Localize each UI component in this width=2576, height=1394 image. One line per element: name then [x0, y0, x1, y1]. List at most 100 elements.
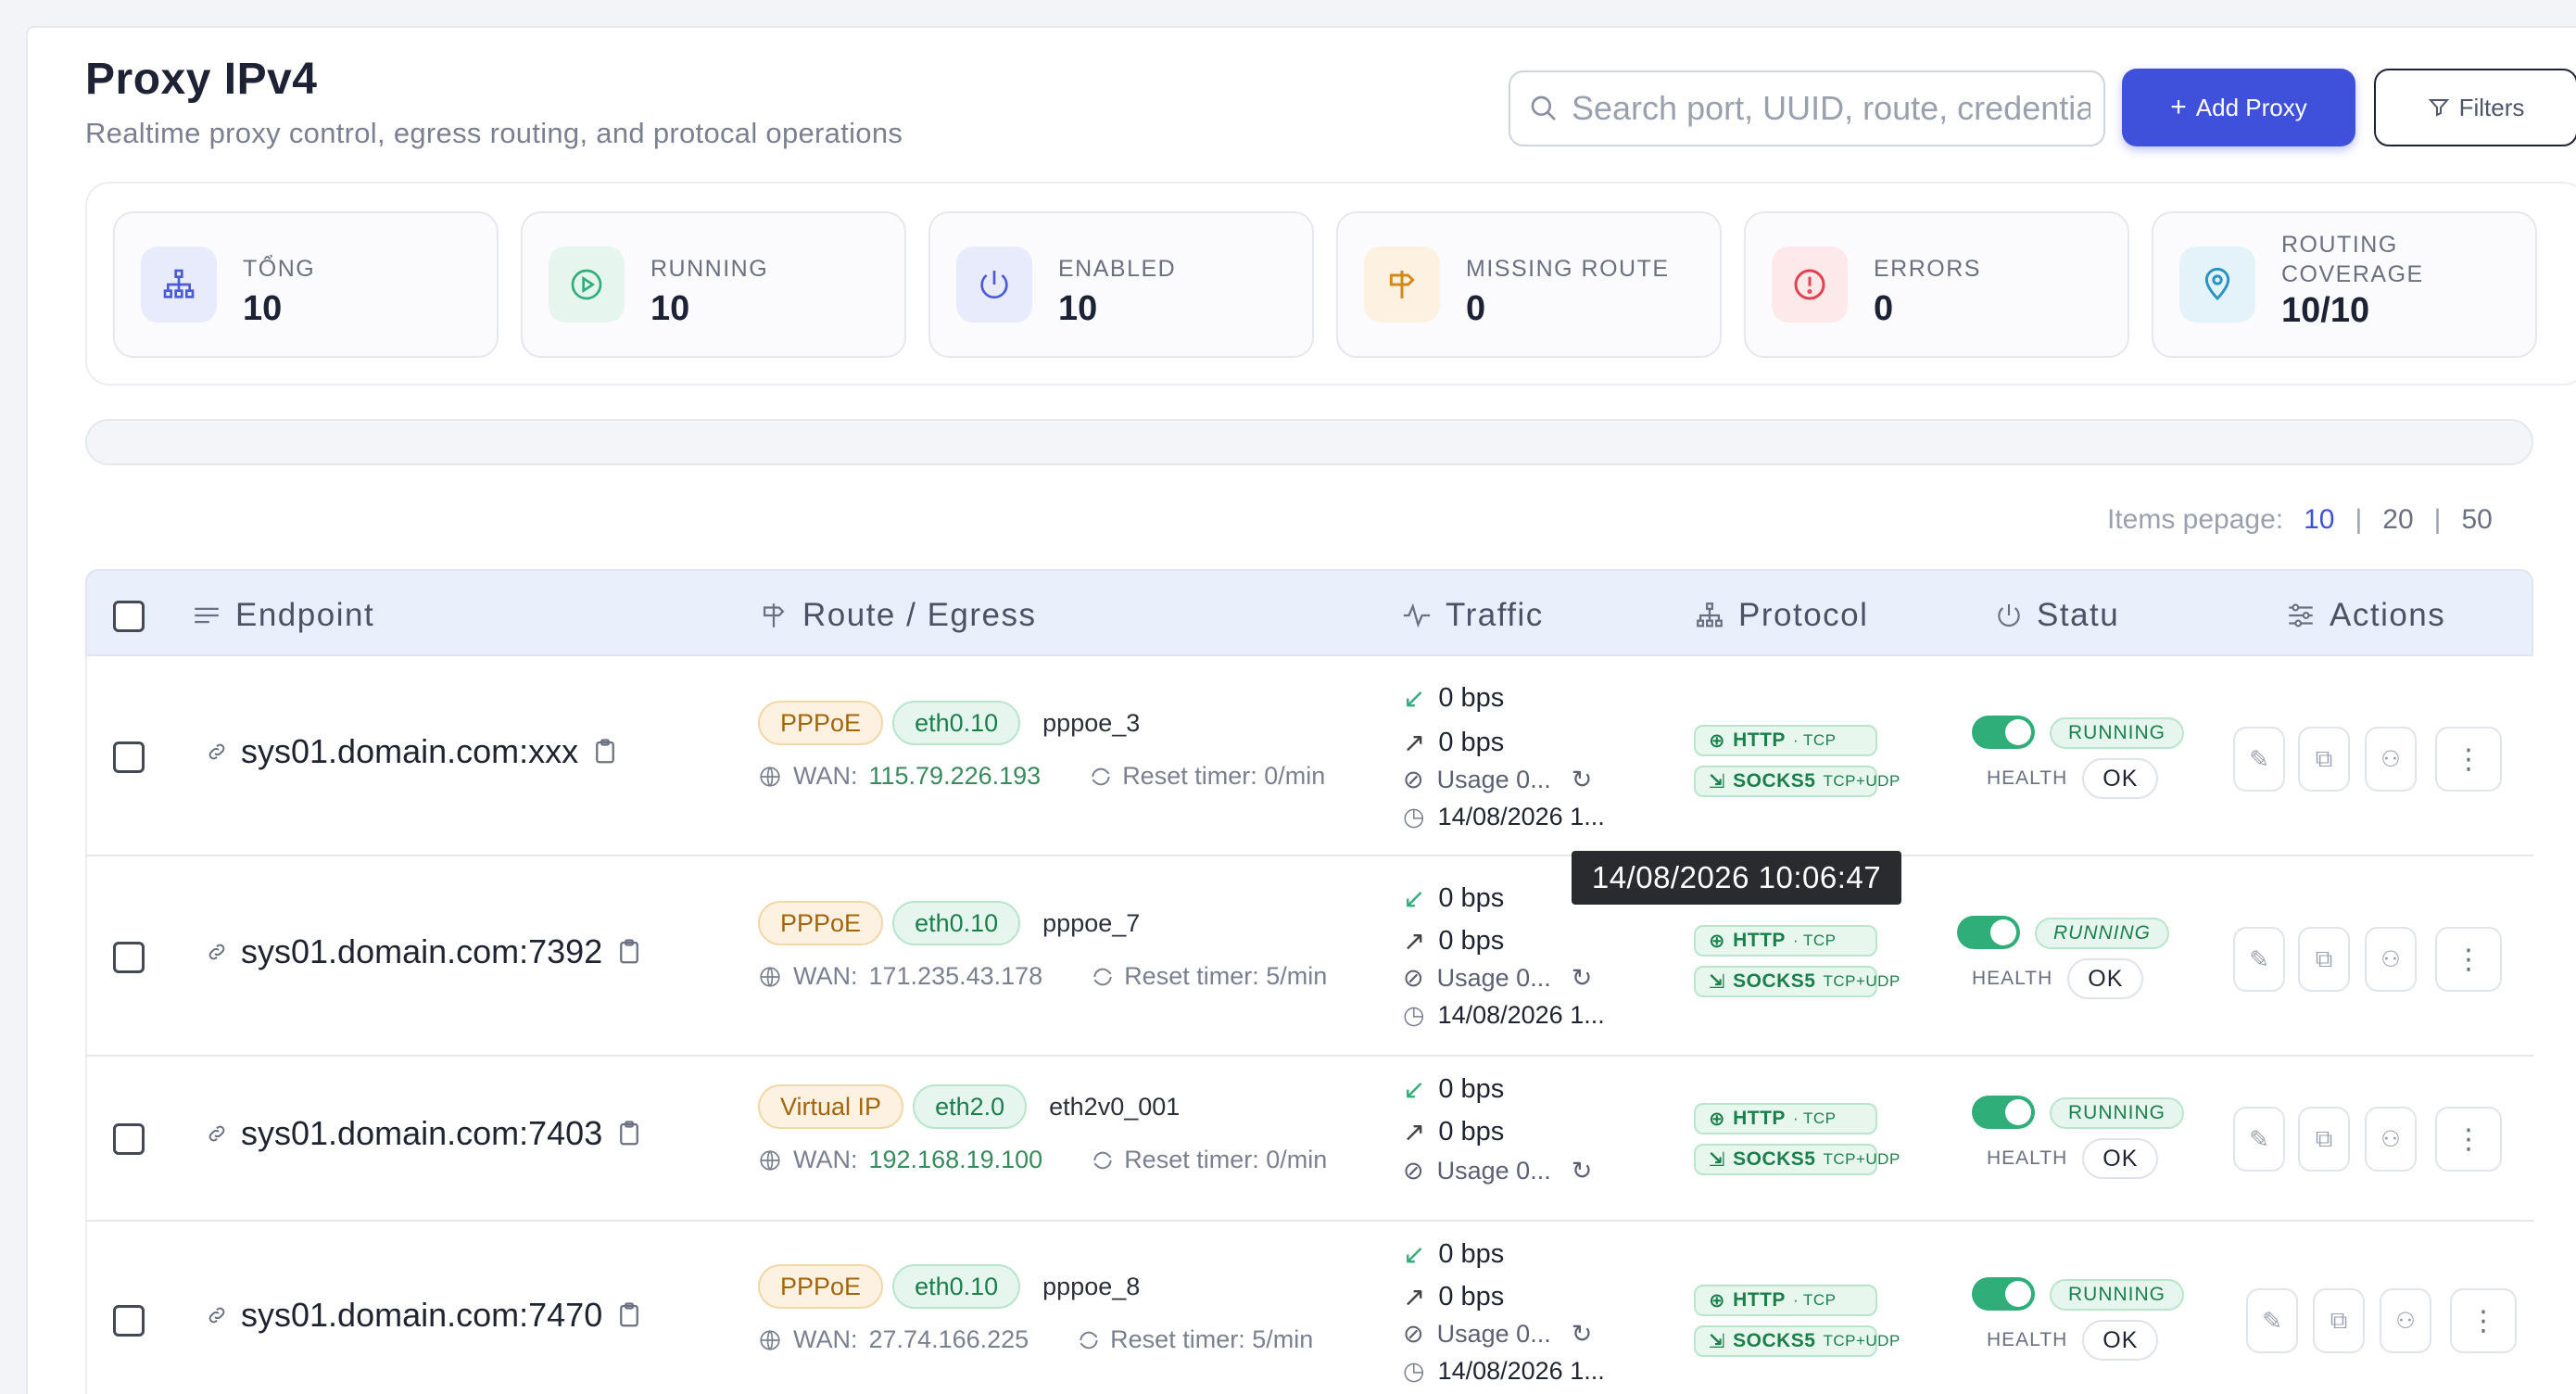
enable-toggle[interactable]	[1972, 1096, 2035, 1129]
route-type-badge: PPPoE	[758, 1264, 884, 1309]
copy-button[interactable]: ⧉	[2298, 927, 2350, 992]
arrow-up-right-icon: ↗	[1403, 729, 1426, 758]
more-button[interactable]: ⋮	[2435, 727, 2502, 792]
edit-button[interactable]: ✎	[2233, 927, 2285, 992]
interface-name: pppoe_3	[1042, 708, 1141, 737]
edit-button[interactable]: ✎	[2246, 1288, 2298, 1353]
row-checkbox[interactable]	[113, 1305, 145, 1337]
enable-toggle[interactable]	[1957, 916, 2020, 949]
more-button[interactable]: ⋮	[2450, 1288, 2517, 1353]
row-checkbox[interactable]	[113, 942, 145, 973]
col-protocol[interactable]: Protocol	[1694, 597, 1868, 634]
clipboard-icon[interactable]	[615, 938, 643, 966]
interface-name: pppoe_7	[1042, 908, 1141, 937]
copy-button[interactable]: ⧉	[2298, 1107, 2350, 1172]
endpoint-text: sys01.domain.com:7470	[241, 1296, 603, 1334]
page-size-option-50[interactable]: 50	[2461, 504, 2493, 535]
network-button[interactable]: ⚇	[2380, 1288, 2431, 1353]
signpost-icon	[763, 603, 785, 627]
col-status[interactable]: Statu	[1994, 597, 2119, 634]
network-button[interactable]: ⚇	[2365, 1107, 2417, 1172]
clock-icon: ◷	[1403, 1001, 1425, 1029]
refresh-icon[interactable]: ↻	[1571, 1157, 1593, 1185]
edit-button[interactable]: ✎	[2233, 727, 2285, 792]
endpoint-cell: sys01.domain.com:7392	[206, 932, 643, 971]
select-all-checkbox[interactable]	[113, 601, 145, 632]
clipboard-icon[interactable]	[591, 738, 619, 766]
copy-button[interactable]: ⧉	[2298, 727, 2350, 792]
network-icon: ⚇	[2380, 1126, 2401, 1152]
globe-icon	[760, 1149, 780, 1171]
row-checkbox[interactable]	[113, 741, 145, 773]
network-button[interactable]: ⚇	[2365, 927, 2417, 992]
network-button[interactable]: ⚇	[2365, 727, 2417, 792]
health-indicator: HEALTH OK	[1972, 958, 2144, 999]
socks-sub: TCP+UDP	[1823, 1332, 1900, 1350]
row-checkbox[interactable]	[113, 1123, 145, 1155]
reset-timer-text: Reset timer: 5/min	[1110, 1325, 1314, 1353]
pager-separator: |	[2433, 504, 2442, 535]
stats-panel: TỔNG 10 RUNNING 10 ENABLED 10 MISSING RO…	[85, 182, 2576, 386]
interface-badge: eth2.0	[913, 1084, 1028, 1129]
page-size-option-10[interactable]: 10	[2304, 504, 2335, 535]
stat-label: ENABLED	[1058, 256, 1177, 282]
route-cell: PPPoE eth0.10 pppoe_3	[758, 701, 1140, 745]
page-title: Proxy IPv4	[85, 55, 318, 104]
stat-card-routing-coverage: ROUTING COVERAGE 10/10	[2152, 211, 2537, 358]
search-box[interactable]	[1509, 70, 2105, 146]
col-endpoint[interactable]: Endpoint	[191, 597, 374, 634]
route-type-badge: Virtual IP	[758, 1084, 904, 1129]
exit-icon: ⇲	[1709, 1148, 1726, 1171]
socks-label: SOCKS5	[1733, 770, 1816, 792]
globe-icon: ⊕	[1709, 1108, 1726, 1130]
wan-info: WAN: 115.79.226.193 Reset timer: 0/min	[758, 762, 1325, 791]
plus-icon: +	[2170, 92, 2187, 122]
col-traffic[interactable]: Traffic	[1401, 597, 1544, 634]
refresh-icon[interactable]: ↻	[1571, 964, 1593, 992]
clock-icon: ◷	[1403, 803, 1425, 830]
power-icon	[1998, 604, 2020, 627]
enable-toggle[interactable]	[1972, 1277, 2035, 1311]
refresh-icon[interactable]: ↻	[1571, 1320, 1593, 1348]
clipboard-icon[interactable]	[615, 1301, 643, 1329]
stat-card-running: RUNNING 10	[521, 211, 906, 358]
copy-button[interactable]: ⧉	[2313, 1288, 2365, 1353]
link-icon	[208, 1307, 225, 1324]
socks-label: SOCKS5	[1733, 1330, 1816, 1351]
search-input[interactable]	[1572, 89, 2090, 128]
table-row: sys01.domain.com:7392 PPPoE eth0.10 pppo…	[85, 856, 2533, 1057]
endpoint-cell: sys01.domain.com:xxx	[206, 732, 619, 771]
http-sub: · TCP	[1792, 731, 1837, 749]
edit-button[interactable]: ✎	[2233, 1107, 2285, 1172]
wan-label: WAN:	[793, 762, 858, 790]
more-button[interactable]: ⋮	[2435, 927, 2502, 992]
page-size-option-20[interactable]: 20	[2382, 504, 2414, 535]
arrow-up-right-icon: ↗	[1403, 1118, 1426, 1147]
reset-timer-text: Reset timer: 5/min	[1124, 962, 1328, 990]
clipboard-icon[interactable]	[615, 1120, 643, 1147]
sliders-icon	[195, 607, 219, 624]
status-badge: RUNNING	[2050, 1097, 2184, 1129]
http-sub: · TCP	[1792, 1109, 1837, 1127]
interface-badge: eth0.10	[892, 901, 1021, 945]
pencil-icon: ✎	[2249, 1124, 2269, 1153]
http-badge: ⊕ HTTP · TCP	[1694, 925, 1877, 957]
col-protocol-label: Protocol	[1738, 597, 1869, 633]
arrow-down-left-icon: ↙	[1403, 684, 1426, 714]
refresh-icon[interactable]: ↻	[1571, 766, 1593, 793]
enable-toggle[interactable]	[1972, 716, 2035, 749]
globe-icon: ⊕	[1709, 729, 1726, 752]
stat-value: 10	[650, 289, 690, 328]
filters-button[interactable]: Filters	[2374, 69, 2576, 146]
col-route[interactable]: Route / Egress	[758, 597, 1037, 634]
add-proxy-button[interactable]: + Add Proxy	[2122, 69, 2355, 146]
interface-name: eth2v0_001	[1049, 1092, 1181, 1121]
location-pin-icon	[2179, 247, 2255, 323]
reset-timer-text: Reset timer: 0/min	[1124, 1146, 1328, 1173]
copy-icon: ⧉	[2315, 1124, 2333, 1152]
more-button[interactable]: ⋮	[2435, 1107, 2502, 1172]
http-badge: ⊕ HTTP · TCP	[1694, 725, 1877, 756]
exit-icon: ⇲	[1709, 970, 1726, 993]
arrow-up-right-icon: ↗	[1403, 927, 1426, 957]
col-actions-label: Actions	[2330, 597, 2446, 633]
